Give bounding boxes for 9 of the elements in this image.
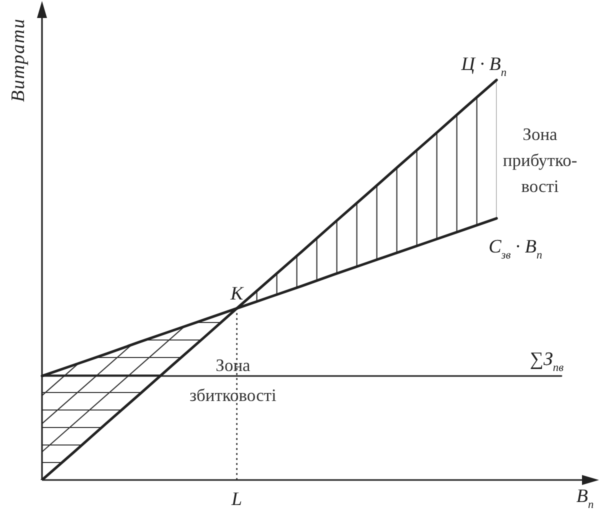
text: L — [232, 489, 242, 510]
y-axis-title: Витрати — [8, 18, 29, 102]
annotation: Зона збитковості — [190, 355, 277, 405]
x-axis-title: В$_{п}$ — [576, 486, 594, 511]
annotation: K — [229, 283, 244, 304]
series-label: ∑З$_{пв}$ — [530, 349, 564, 374]
series-label: С$_{зв}$ · В$_{п}$ — [488, 236, 543, 262]
annotation: Зона прибутко- вості — [502, 124, 578, 196]
series-label: Ц · В$_{п}$ — [460, 54, 507, 79]
